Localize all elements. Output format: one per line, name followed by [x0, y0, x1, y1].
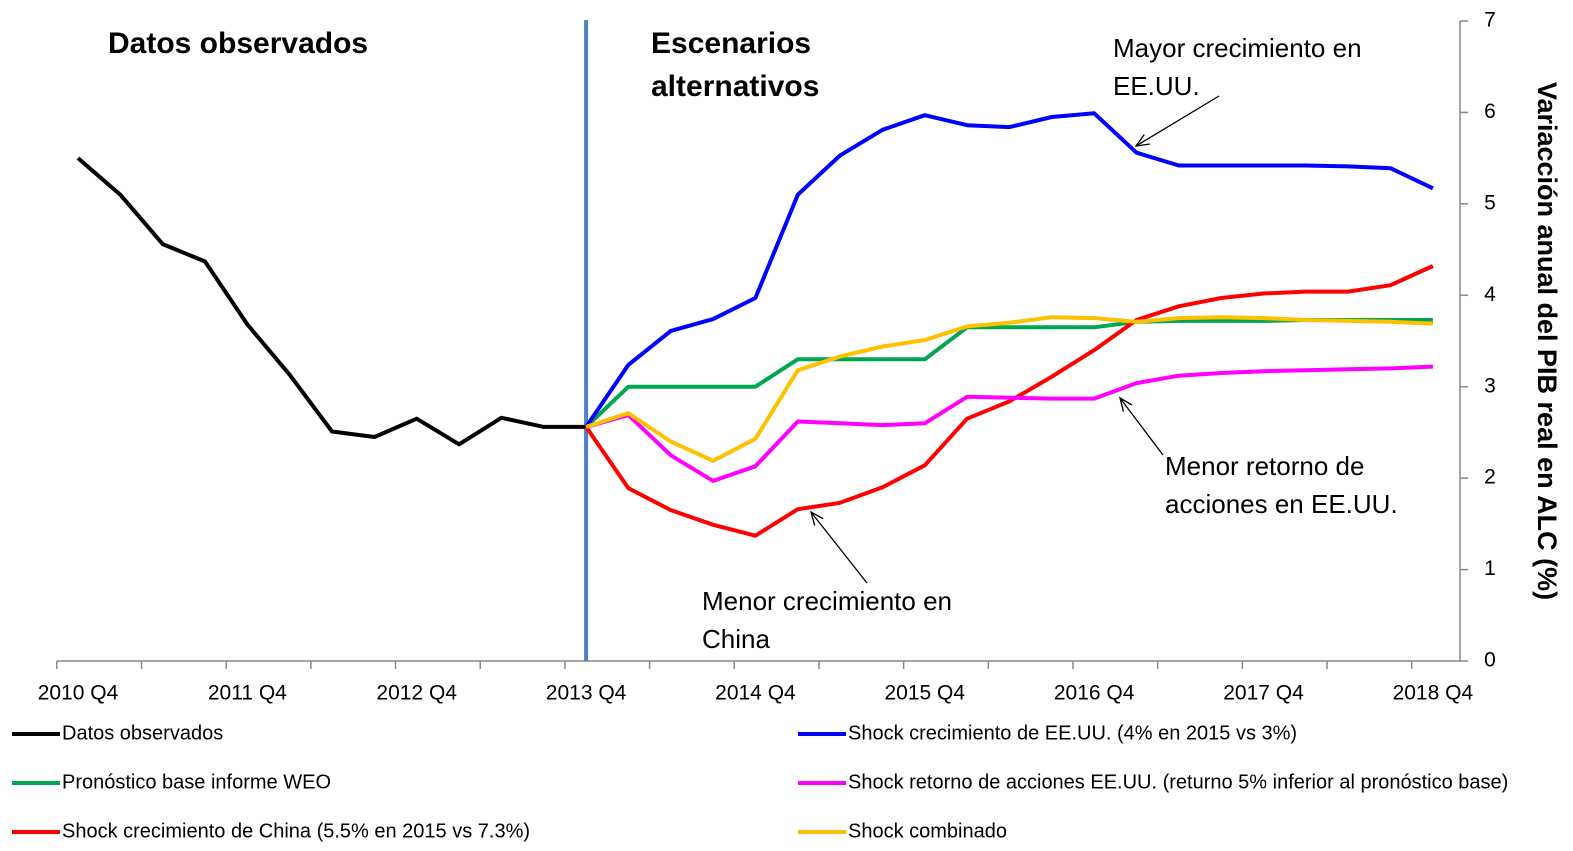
x-tick-label: 2014 Q4: [715, 682, 796, 705]
annotation: Menor crecimiento en: [702, 586, 952, 616]
series-line: [585, 315, 1433, 463]
annotation-arrow: [1135, 95, 1220, 147]
series-line: [584, 318, 1433, 429]
annotation: China: [702, 624, 770, 654]
annotation-arrowhead: [809, 510, 824, 526]
annotation: Mayor crecimiento en: [1113, 33, 1362, 63]
annotation: EE.UU.: [1113, 71, 1200, 101]
x-tick-label: 2013 Q4: [546, 682, 627, 705]
legend-label: Shock retorno de acciones EE.UU. (return…: [848, 771, 1508, 793]
annotation-arrow: [810, 511, 868, 584]
series-line: [585, 364, 1433, 483]
annotation-arrowhead: [1118, 396, 1133, 412]
annotation: acciones en EE.UU.: [1165, 489, 1398, 519]
y-tick-label: 2: [1484, 466, 1496, 489]
annotation: Datos observados: [108, 27, 368, 60]
y-tick-label: 5: [1484, 191, 1496, 214]
legend-label: Shock combinado: [848, 820, 1007, 842]
series-line: [76, 156, 587, 447]
x-tick-label: 2016 Q4: [1054, 682, 1135, 705]
y-tick-label: 4: [1484, 283, 1496, 306]
x-tick-label: 2018 Q4: [1393, 682, 1474, 705]
x-tick-label: 2017 Q4: [1223, 682, 1304, 705]
x-tick-label: 2011 Q4: [208, 682, 287, 705]
y-tick-label: 1: [1484, 557, 1496, 580]
y-tick-label: 7: [1484, 9, 1496, 32]
series-line: [584, 264, 1434, 538]
annotation-arrowhead: [1134, 134, 1150, 147]
legend-label: Datos observados: [62, 722, 223, 744]
x-tick-label: 2015 Q4: [885, 682, 966, 705]
annotation: alternativos: [651, 70, 819, 103]
legend-label: Shock crecimiento de China (5.5% en 2015…: [62, 820, 530, 842]
y-tick-label: 3: [1484, 374, 1496, 397]
y-tick-label: 6: [1484, 100, 1496, 123]
x-tick-label: 2012 Q4: [376, 682, 457, 705]
y-tick-label: 0: [1484, 649, 1496, 672]
legend-label: Shock crecimiento de EE.UU. (4% en 2015 …: [848, 722, 1297, 744]
x-tick-label: 2010 Q4: [38, 682, 119, 705]
legend-label: Pronóstico base informe WEO: [62, 771, 331, 793]
annotation: Escenarios: [651, 27, 811, 60]
y-axis-title: Variacción anual del PIB real en ALC (%): [1532, 82, 1562, 600]
series-line: [584, 111, 1434, 429]
annotation-arrow: [1119, 397, 1164, 456]
annotation: Menor retorno de: [1165, 451, 1364, 481]
